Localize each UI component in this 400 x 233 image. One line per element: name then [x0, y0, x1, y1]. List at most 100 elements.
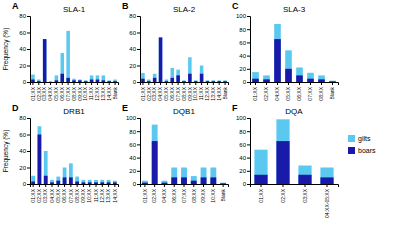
bar — [44, 176, 48, 184]
y-axis: 020406080100 — [236, 115, 251, 187]
bar — [88, 182, 92, 184]
tick: 40 — [19, 148, 30, 154]
panel: 02040608010001:XX02:XX04:XX05:XX06:XX07:… — [232, 1, 339, 101]
tick-mark — [207, 82, 208, 85]
bar — [78, 80, 82, 82]
bar — [84, 80, 88, 82]
bar — [82, 180, 86, 184]
tick-label: 40 — [129, 155, 136, 161]
axis-line — [27, 119, 31, 185]
tick-label: 80 — [129, 129, 136, 135]
bar — [102, 80, 106, 82]
bars — [254, 119, 333, 184]
tick-label: 08:XX — [191, 188, 197, 202]
tick: 10:XX — [210, 184, 216, 203]
tick-mark — [219, 82, 220, 85]
tick-label: 03:XX — [302, 188, 308, 202]
axis-line — [137, 119, 141, 185]
bar — [298, 175, 311, 184]
panel-label: A — [12, 1, 19, 11]
bar-series — [31, 31, 117, 82]
bar — [159, 37, 163, 82]
tick-label: 100 — [236, 13, 247, 19]
bar — [31, 182, 35, 184]
tick-mark — [247, 171, 250, 172]
tick-mark — [154, 184, 155, 187]
tick-mark — [45, 184, 46, 187]
bar — [188, 74, 192, 82]
tick-mark — [193, 184, 194, 187]
bar — [223, 80, 227, 82]
tick-mark — [27, 82, 30, 83]
tick-mark — [247, 158, 250, 159]
figure: 02040608001:XX02:XX03:XX04:XX05:XX06:XX0… — [0, 0, 400, 233]
bar — [182, 80, 186, 82]
bar — [37, 80, 41, 82]
tick-mark — [195, 82, 196, 85]
tick-label: 0 — [23, 181, 27, 187]
tick-mark — [247, 131, 250, 132]
panel-title: SLA-2 — [173, 5, 196, 14]
tick-mark — [255, 82, 256, 85]
tick-mark — [102, 184, 103, 187]
bar — [252, 72, 259, 82]
bar — [96, 75, 100, 82]
tick-label: 80 — [129, 13, 136, 19]
tick-label: 60 — [129, 30, 136, 36]
tick-mark — [299, 82, 300, 85]
bar — [153, 78, 157, 82]
tick-mark — [178, 82, 179, 85]
tick: Blank — [329, 82, 335, 100]
tick: 0 — [133, 181, 140, 187]
panel-title: DQA — [285, 107, 303, 116]
bar — [220, 183, 226, 184]
bar — [56, 181, 60, 184]
bar — [210, 168, 216, 185]
tick-mark — [142, 82, 143, 85]
tick-label: Blank — [222, 87, 228, 100]
y-axis-title: Frequency (%) — [2, 28, 10, 71]
tick-mark — [77, 184, 78, 187]
tick-mark — [137, 171, 140, 172]
tick-mark — [247, 144, 250, 145]
tick-mark — [68, 82, 69, 85]
bar — [217, 81, 221, 82]
tick-mark — [327, 184, 328, 187]
tick: 07:XX — [307, 82, 313, 101]
tick-label: 08:XX — [74, 188, 80, 202]
tick-label: 40 — [239, 53, 246, 59]
bar — [55, 75, 59, 82]
bar — [176, 75, 180, 82]
tick-mark — [83, 184, 84, 187]
tick-label: 01:XX — [252, 86, 258, 100]
legend-swatch — [348, 135, 355, 142]
tick: 40 — [239, 53, 250, 59]
tick-label: 04:XX-05:XX — [324, 188, 330, 218]
tick-label: 06:XX — [171, 188, 177, 202]
panel: 02040608010001:XX02:XX03:XX04:XX-05:XXDQ… — [232, 103, 339, 218]
bar — [142, 183, 148, 184]
tick-mark — [184, 184, 185, 187]
axis-line — [137, 17, 141, 83]
y-axis: 020406080100 — [236, 13, 251, 85]
bars — [142, 125, 226, 184]
tick-label: 40 — [239, 155, 246, 161]
tick-mark — [137, 66, 140, 67]
bar — [75, 182, 79, 184]
tick-label: 60 — [129, 142, 136, 148]
tick: 20 — [239, 66, 250, 72]
bar — [165, 80, 169, 82]
axis-line — [251, 185, 339, 188]
bar — [201, 168, 207, 185]
tick: 03:XX — [302, 184, 308, 203]
tick-label: 0 — [133, 181, 137, 187]
axis-line — [251, 83, 339, 86]
axis-line — [247, 119, 251, 185]
bar — [44, 151, 48, 184]
bar — [50, 182, 54, 184]
bar — [66, 31, 70, 82]
tick-label: 60 — [239, 142, 246, 148]
bar-series — [254, 141, 333, 184]
tick-label: 02:XX — [263, 86, 269, 100]
bar — [107, 182, 111, 184]
